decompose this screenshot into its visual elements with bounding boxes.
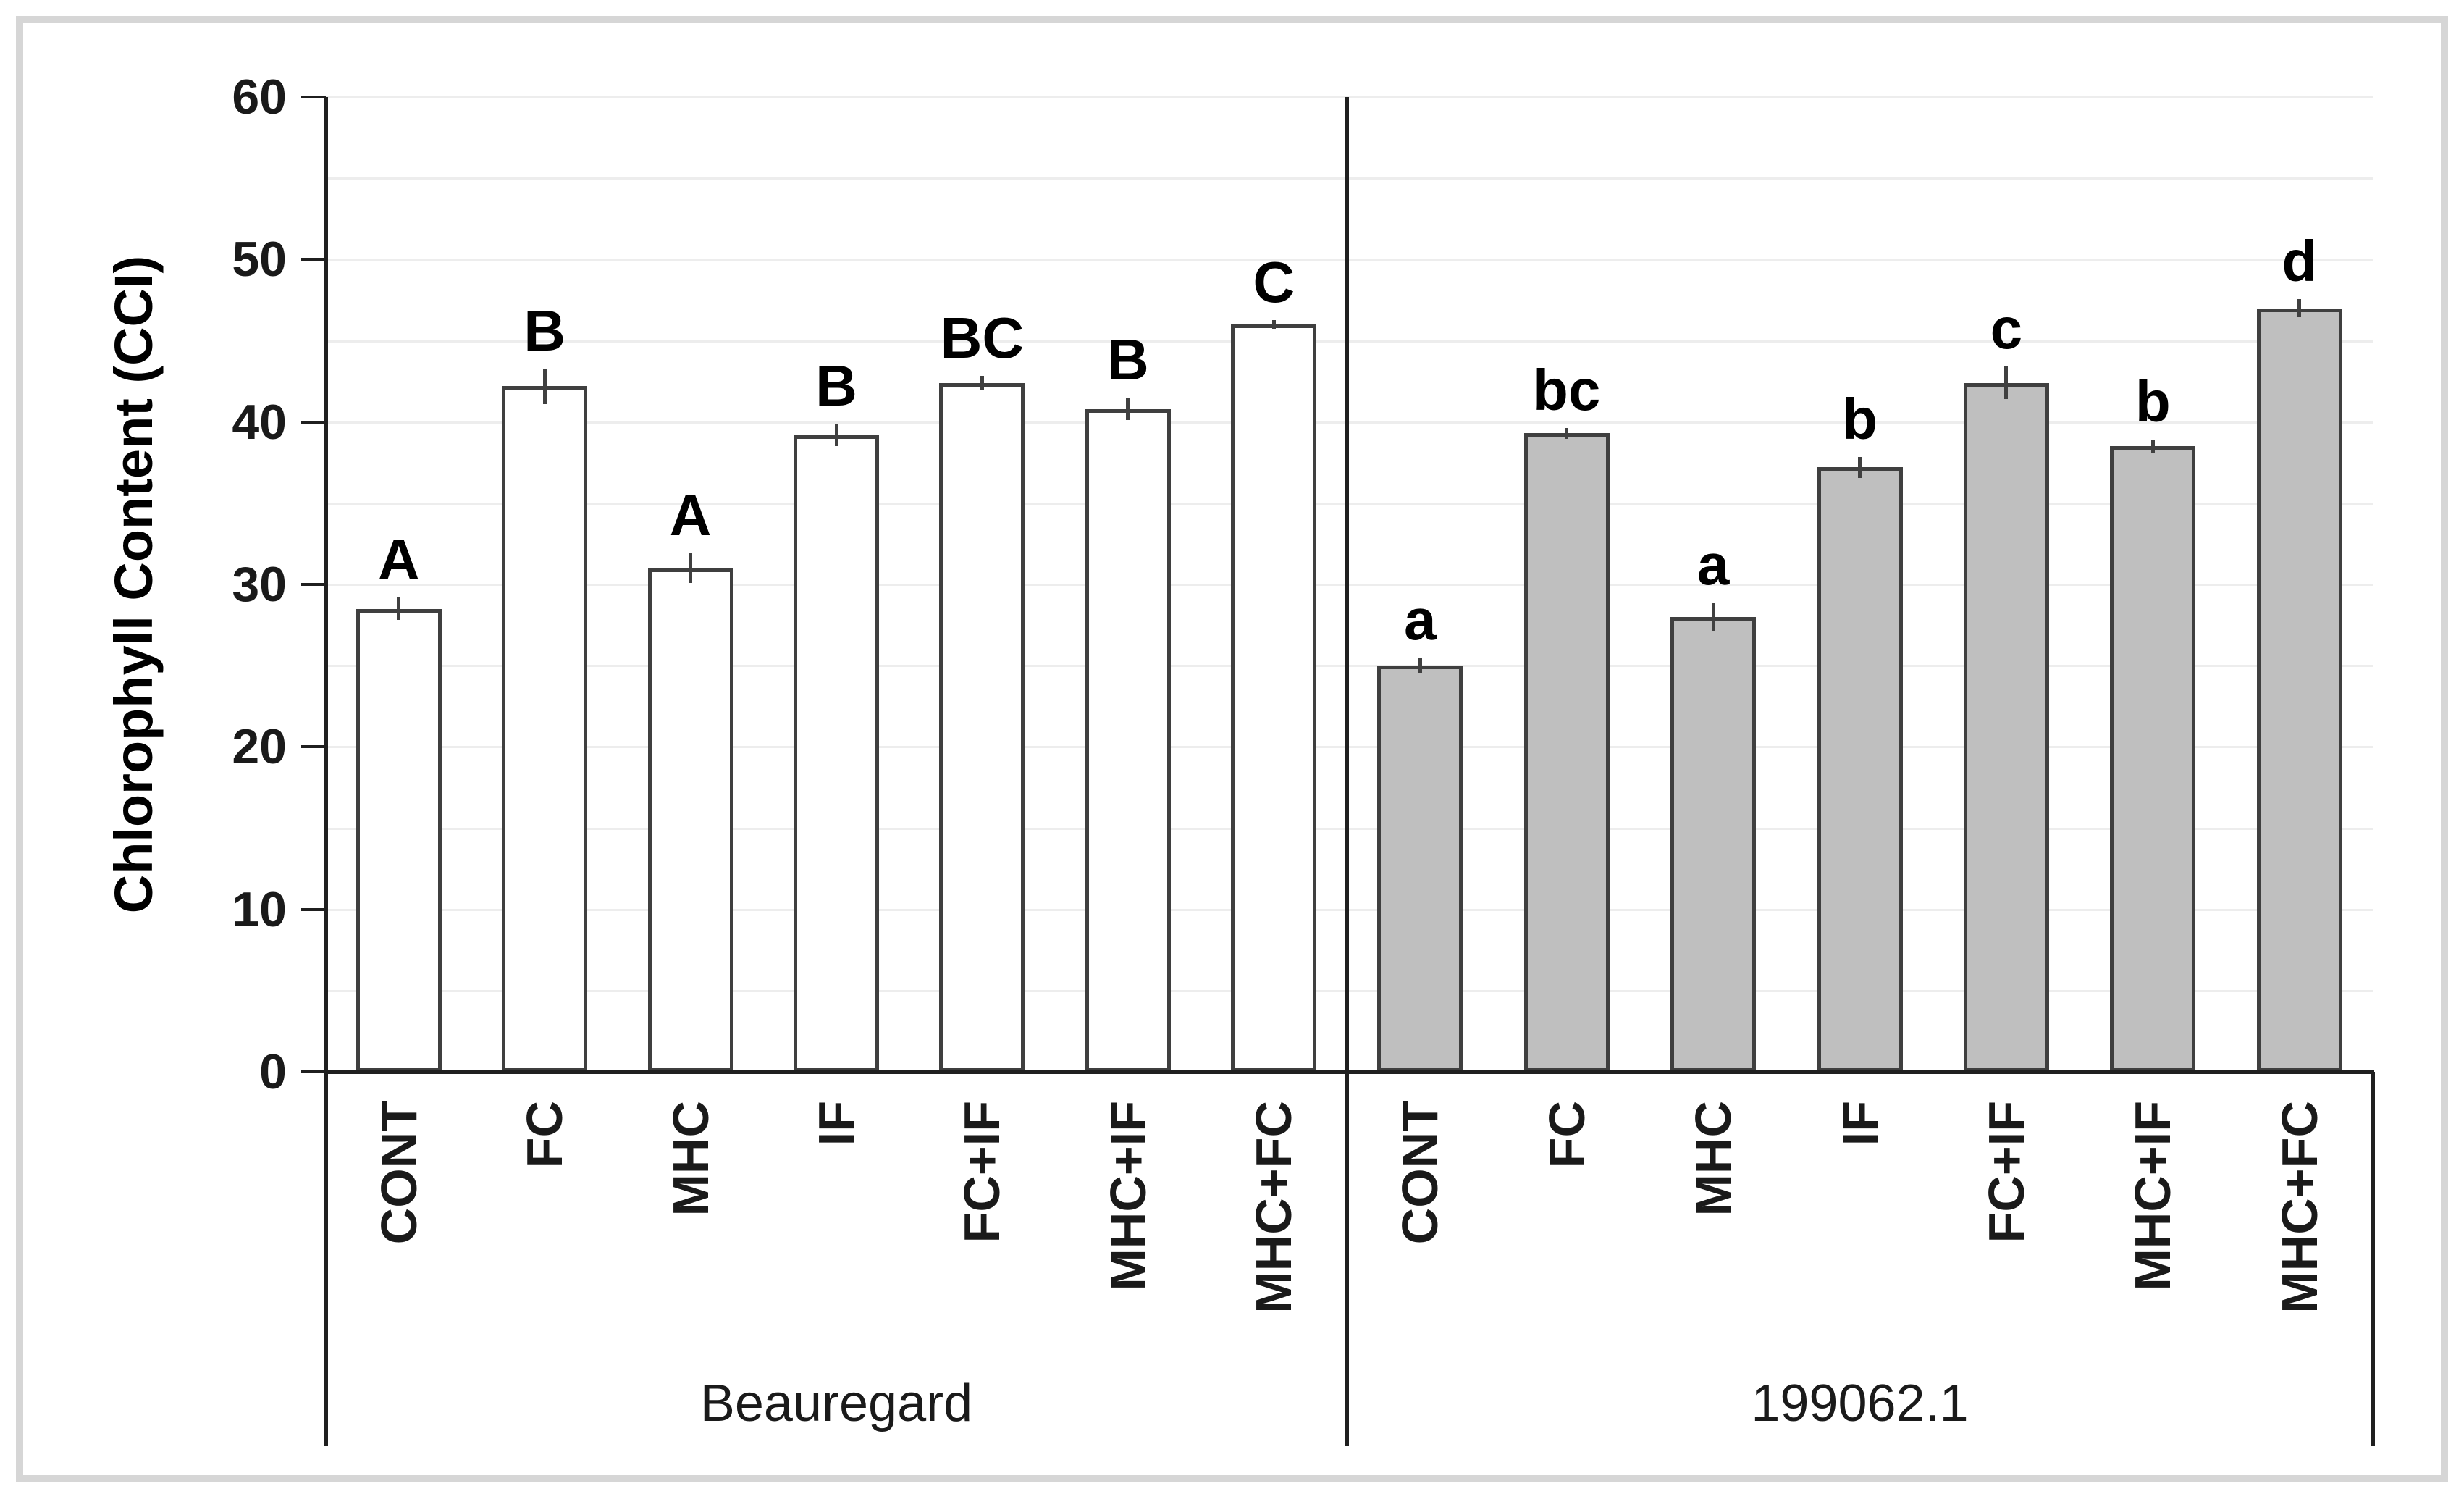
gridline	[326, 259, 2373, 261]
significance-letter: a	[1403, 587, 1437, 652]
group-divider-line	[1345, 97, 1349, 1072]
x-category-label: MHC+FC	[2271, 1101, 2328, 1314]
bar	[1817, 467, 1903, 1072]
bar	[502, 386, 588, 1072]
bar	[1231, 324, 1317, 1072]
y-tick-mark	[301, 258, 326, 261]
gridline	[326, 584, 2373, 586]
error-bar	[1271, 320, 1276, 329]
x-category-label: IF	[1831, 1101, 1888, 1146]
error-bar	[1858, 456, 1862, 479]
gridline	[326, 989, 2373, 992]
error-bar	[689, 553, 693, 583]
significance-letter: bc	[1532, 357, 1601, 422]
x-category-label: MHC+IF	[1099, 1101, 1156, 1291]
error-bar	[980, 375, 984, 390]
error-bar	[1565, 427, 1569, 440]
bar	[1523, 433, 1610, 1072]
y-tick-label: 50	[232, 232, 287, 288]
y-tick-mark	[301, 907, 326, 911]
error-bar	[834, 423, 838, 447]
gridline	[326, 827, 2373, 830]
error-bar	[1711, 602, 1715, 632]
y-axis-line	[324, 97, 328, 1074]
gridline	[326, 746, 2373, 749]
y-tick-mark	[301, 96, 326, 98]
bar	[356, 608, 442, 1072]
x-category-label: MHC+FC	[1245, 1101, 1303, 1314]
bar	[1377, 666, 1463, 1072]
error-bar	[397, 597, 401, 621]
x-category-label: FC+IF	[954, 1101, 1011, 1243]
bar	[794, 435, 879, 1072]
y-tick-label: 20	[232, 719, 287, 775]
error-bar	[2297, 299, 2302, 317]
significance-letter: A	[377, 526, 420, 592]
y-tick-label: 30	[232, 557, 287, 612]
significance-letter: b	[1842, 386, 1878, 451]
y-tick-label: 60	[232, 70, 287, 125]
category-separator-line	[324, 1072, 328, 1446]
error-bar	[1126, 398, 1130, 421]
x-group-label: 199062.1	[1751, 1375, 1969, 1432]
x-category-label: MHC	[1685, 1101, 1742, 1217]
bar	[647, 568, 733, 1072]
y-tick-label: 0	[259, 1044, 287, 1099]
significance-letter: A	[669, 483, 712, 548]
y-tick-label: 40	[232, 394, 287, 450]
bar	[939, 382, 1025, 1072]
y-tick-mark	[301, 420, 326, 424]
category-separator-line	[2371, 1072, 2375, 1446]
error-bar	[2004, 366, 2009, 400]
significance-letter: BC	[940, 305, 1025, 370]
gridline	[326, 177, 2373, 180]
x-axis-line	[324, 1070, 2374, 1074]
significance-letter: B	[524, 298, 566, 363]
y-tick-mark	[301, 583, 326, 586]
error-bar	[542, 368, 547, 404]
x-category-label: CONT	[1392, 1101, 1449, 1245]
x-category-label: FC	[1538, 1101, 1595, 1169]
y-tick-mark	[301, 1070, 326, 1073]
y-tick-label: 10	[232, 881, 287, 937]
bar	[2110, 446, 2196, 1072]
gridline	[326, 502, 2373, 505]
bar	[2256, 308, 2342, 1072]
significance-letter: d	[2282, 229, 2318, 294]
significance-letter: B	[815, 353, 857, 418]
x-category-label: IF	[808, 1101, 865, 1146]
significance-letter: c	[1990, 296, 2023, 361]
gridline	[326, 340, 2373, 343]
x-group-label: Beauregard	[699, 1375, 973, 1432]
error-bar	[2150, 440, 2155, 453]
gridline	[326, 908, 2373, 911]
x-category-label: FC	[516, 1101, 573, 1169]
gridline	[326, 96, 2373, 98]
significance-letter: b	[2135, 369, 2171, 435]
category-separator-line	[1345, 1072, 1349, 1446]
bar	[1963, 382, 2049, 1072]
x-category-label: FC+IF	[1977, 1101, 2035, 1243]
error-bar	[1418, 657, 1422, 674]
x-category-label: MHC+IF	[2124, 1101, 2182, 1291]
x-category-label: MHC	[662, 1101, 719, 1217]
significance-letter: a	[1696, 532, 1730, 597]
bar	[1085, 408, 1171, 1072]
significance-letter: C	[1253, 250, 1295, 315]
gridline	[326, 421, 2373, 424]
x-category-label: CONT	[370, 1101, 427, 1245]
gridline	[326, 665, 2373, 668]
bar	[1670, 616, 1757, 1072]
significance-letter: B	[1106, 327, 1149, 393]
y-tick-mark	[301, 745, 326, 749]
